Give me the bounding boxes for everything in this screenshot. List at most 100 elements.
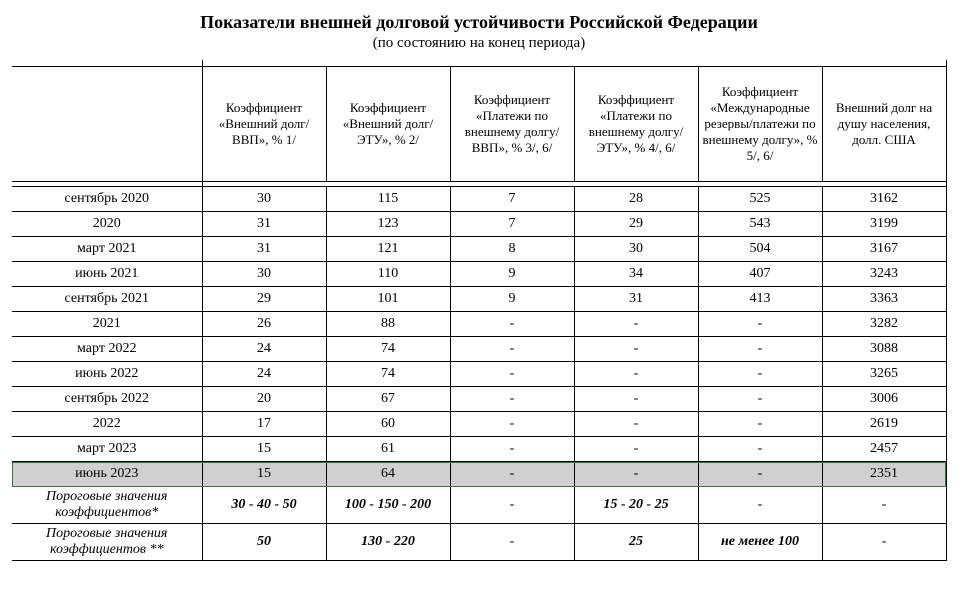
period-cell: март 2023 bbox=[12, 437, 202, 462]
data-cell: 34 bbox=[574, 262, 698, 287]
period-cell: июнь 2023 bbox=[12, 462, 202, 487]
data-cell: 3162 bbox=[822, 187, 946, 212]
period-cell: Пороговые значения коэффициентов* bbox=[12, 487, 202, 524]
period-cell: март 2022 bbox=[12, 337, 202, 362]
data-cell: 30 bbox=[574, 237, 698, 262]
data-cell: 110 bbox=[326, 262, 450, 287]
header-col: Внешний долг на душу населения, долл. СШ… bbox=[822, 67, 946, 182]
page-subtitle: (по состоянию на конец периода) bbox=[12, 35, 946, 52]
table-row: сентябрь 2020301157285253162 bbox=[12, 187, 946, 212]
period-cell: сентябрь 2021 bbox=[12, 287, 202, 312]
data-cell: 101 bbox=[326, 287, 450, 312]
data-cell: 25 bbox=[574, 524, 698, 561]
data-cell: - bbox=[574, 387, 698, 412]
data-cell: 30 - 40 - 50 bbox=[202, 487, 326, 524]
data-cell: 525 bbox=[698, 187, 822, 212]
data-cell: - bbox=[574, 462, 698, 487]
page-title: Показатели внешней долговой устойчивости… bbox=[12, 12, 946, 33]
data-cell: 3199 bbox=[822, 212, 946, 237]
header-period bbox=[12, 67, 202, 182]
data-cell: - bbox=[698, 387, 822, 412]
data-cell: - bbox=[450, 412, 574, 437]
data-cell: 100 - 150 - 200 bbox=[326, 487, 450, 524]
table-row: июнь 20222474---3265 bbox=[12, 362, 946, 387]
data-cell: 3167 bbox=[822, 237, 946, 262]
data-cell: 3282 bbox=[822, 312, 946, 337]
data-cell: 28 bbox=[574, 187, 698, 212]
data-cell: 543 bbox=[698, 212, 822, 237]
data-cell: 15 - 20 - 25 bbox=[574, 487, 698, 524]
table-header-row: Коэффициент «Внешний долг/ВВП», % 1/ Коэ… bbox=[12, 67, 946, 182]
table-row: Пороговые значения коэффициентов*30 - 40… bbox=[12, 487, 946, 524]
table-row: июнь 20231564---2351 bbox=[12, 462, 946, 487]
data-cell: 3006 bbox=[822, 387, 946, 412]
table-row: сентябрь 2021291019314133363 bbox=[12, 287, 946, 312]
data-cell: - bbox=[574, 337, 698, 362]
data-cell: - bbox=[698, 362, 822, 387]
data-cell: 24 bbox=[202, 362, 326, 387]
data-cell: - bbox=[450, 312, 574, 337]
data-cell: 29 bbox=[202, 287, 326, 312]
data-cell: - bbox=[698, 462, 822, 487]
data-cell: 9 bbox=[450, 262, 574, 287]
data-cell: 74 bbox=[326, 362, 450, 387]
data-cell: 31 bbox=[202, 212, 326, 237]
period-cell: июнь 2022 bbox=[12, 362, 202, 387]
data-cell: 24 bbox=[202, 337, 326, 362]
data-cell: - bbox=[450, 462, 574, 487]
data-cell: 20 bbox=[202, 387, 326, 412]
data-cell: - bbox=[822, 524, 946, 561]
data-cell: - bbox=[574, 412, 698, 437]
sustainability-table: Коэффициент «Внешний долг/ВВП», % 1/ Коэ… bbox=[12, 60, 947, 561]
data-cell: 30 bbox=[202, 187, 326, 212]
header-col: Коэффициент «Платежи по внешнему долгу/В… bbox=[450, 67, 574, 182]
data-cell: - bbox=[450, 524, 574, 561]
data-cell: - bbox=[698, 337, 822, 362]
period-cell: Пороговые значения коэффициентов ** bbox=[12, 524, 202, 561]
data-cell: 9 bbox=[450, 287, 574, 312]
data-cell: 15 bbox=[202, 437, 326, 462]
header-col: Коэффициент «Внешний долг/ЭТУ», % 2/ bbox=[326, 67, 450, 182]
data-cell: 7 bbox=[450, 212, 574, 237]
data-cell: 17 bbox=[202, 412, 326, 437]
period-cell: 2021 bbox=[12, 312, 202, 337]
data-cell: 130 - 220 bbox=[326, 524, 450, 561]
data-cell: 29 bbox=[574, 212, 698, 237]
data-cell: 3243 bbox=[822, 262, 946, 287]
table-row: март 20222474---3088 bbox=[12, 337, 946, 362]
table-row: 2020311237295433199 bbox=[12, 212, 946, 237]
period-cell: сентябрь 2020 bbox=[12, 187, 202, 212]
table-row: Пороговые значения коэффициентов **50130… bbox=[12, 524, 946, 561]
period-cell: март 2021 bbox=[12, 237, 202, 262]
data-cell: - bbox=[450, 387, 574, 412]
period-cell: 2022 bbox=[12, 412, 202, 437]
data-cell: 407 bbox=[698, 262, 822, 287]
header-col: Коэффициент «Платежи по внешнему долгу/Э… bbox=[574, 67, 698, 182]
data-cell: - bbox=[698, 437, 822, 462]
data-cell: 3265 bbox=[822, 362, 946, 387]
data-cell: 50 bbox=[202, 524, 326, 561]
data-cell: - bbox=[698, 312, 822, 337]
data-cell: 2457 bbox=[822, 437, 946, 462]
data-cell: 3088 bbox=[822, 337, 946, 362]
period-cell: июнь 2021 bbox=[12, 262, 202, 287]
data-cell: 61 bbox=[326, 437, 450, 462]
period-cell: сентябрь 2022 bbox=[12, 387, 202, 412]
data-cell: - bbox=[450, 362, 574, 387]
data-cell: 74 bbox=[326, 337, 450, 362]
data-cell: - bbox=[574, 312, 698, 337]
table-row: март 2021311218305043167 bbox=[12, 237, 946, 262]
table-row: июнь 2021301109344073243 bbox=[12, 262, 946, 287]
data-cell: - bbox=[574, 362, 698, 387]
table-row: 20221760---2619 bbox=[12, 412, 946, 437]
table-row: 20212688---3282 bbox=[12, 312, 946, 337]
data-cell: 7 bbox=[450, 187, 574, 212]
data-cell: 8 bbox=[450, 237, 574, 262]
data-cell: 88 bbox=[326, 312, 450, 337]
data-cell: не менее 100 bbox=[698, 524, 822, 561]
data-cell: 121 bbox=[326, 237, 450, 262]
data-cell: - bbox=[450, 337, 574, 362]
period-cell: 2020 bbox=[12, 212, 202, 237]
data-cell: 123 bbox=[326, 212, 450, 237]
data-cell: - bbox=[822, 487, 946, 524]
